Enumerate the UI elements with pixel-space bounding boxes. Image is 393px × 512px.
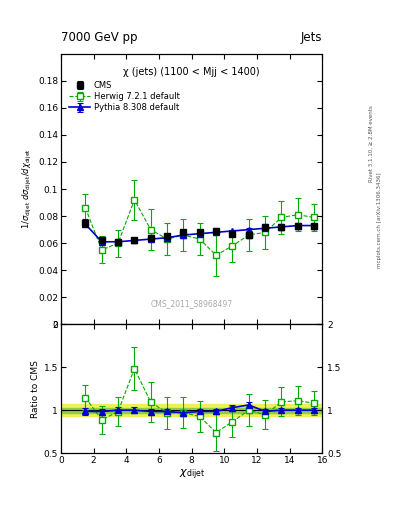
- Text: χ (jets) (1100 < Mjj < 1400): χ (jets) (1100 < Mjj < 1400): [123, 67, 260, 77]
- Text: mcplots.cern.ch [arXiv:1306.3436]: mcplots.cern.ch [arXiv:1306.3436]: [377, 173, 382, 268]
- Text: Rivet 3.1.10, ≥ 2.8M events: Rivet 3.1.10, ≥ 2.8M events: [369, 105, 374, 182]
- Y-axis label: $1/\sigma_\mathrm{dijet}\ d\sigma_\mathrm{dijet}/d\chi_\mathrm{dijet}$: $1/\sigma_\mathrm{dijet}\ d\sigma_\mathr…: [21, 148, 34, 229]
- Text: CMS_2011_S8968497: CMS_2011_S8968497: [151, 299, 233, 308]
- Y-axis label: Ratio to CMS: Ratio to CMS: [31, 360, 40, 418]
- Legend: CMS, Herwig 7.2.1 default, Pythia 8.308 default: CMS, Herwig 7.2.1 default, Pythia 8.308 …: [68, 79, 181, 114]
- X-axis label: $\chi_\mathrm{dijet}$: $\chi_\mathrm{dijet}$: [178, 467, 205, 482]
- Bar: [61, 408, 322, 413]
- Text: 7000 GeV pp: 7000 GeV pp: [61, 31, 138, 44]
- Text: Jets: Jets: [301, 31, 322, 44]
- Bar: [61, 404, 322, 416]
